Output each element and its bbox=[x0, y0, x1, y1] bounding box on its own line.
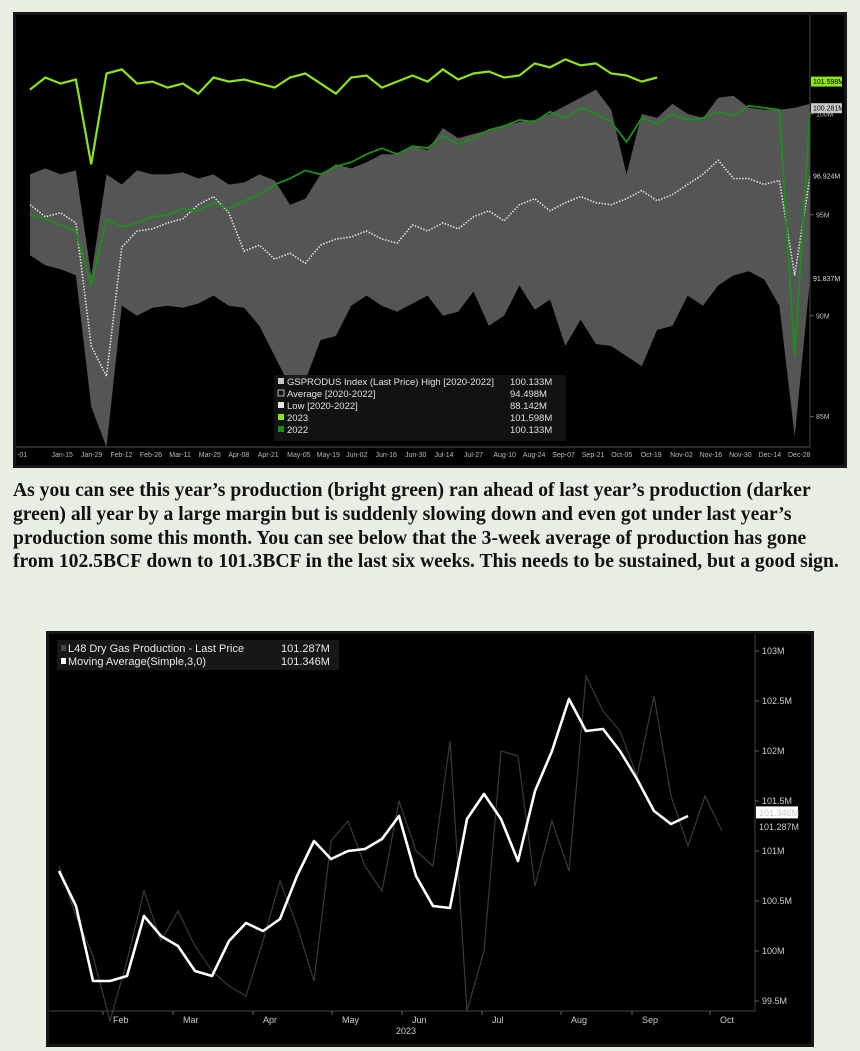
legend-swatch bbox=[61, 658, 66, 664]
x-tick-label: Feb-26 bbox=[140, 452, 162, 459]
x-tick-label: -01 bbox=[17, 452, 27, 459]
x-tick-label: Jun-30 bbox=[405, 452, 427, 459]
x-tick-label: Jul bbox=[492, 1015, 504, 1025]
x-tick-label: Jul-14 bbox=[434, 452, 453, 459]
value-tag bbox=[811, 103, 842, 114]
x-tick-label: Apr-21 bbox=[258, 452, 279, 459]
production-line bbox=[58, 673, 723, 1024]
x-tick-label: Feb bbox=[113, 1015, 129, 1025]
high-low-band bbox=[30, 89, 810, 447]
value-tag bbox=[756, 820, 798, 833]
legend-box bbox=[57, 640, 339, 670]
x-tick-label: Aug-10 bbox=[493, 452, 516, 459]
y-tick-label: 100.5M bbox=[762, 896, 792, 906]
value-tag-label: 101.346M bbox=[759, 808, 799, 818]
legend-value: 100.133M bbox=[510, 377, 552, 388]
x-tick-label: Mar bbox=[183, 1015, 199, 1025]
legend-label: GSPRODUS Index (Last Price) High [2020-2… bbox=[287, 377, 494, 388]
x-tick-label: Nov-16 bbox=[700, 452, 723, 459]
x-tick-label: Oct-05 bbox=[611, 452, 632, 459]
moving-average-line bbox=[57, 697, 689, 983]
x-tick-label: Dec-14 bbox=[759, 452, 782, 459]
value-tag bbox=[811, 76, 842, 87]
x-tick-label: Nov-30 bbox=[729, 452, 752, 459]
x-tick-label: May-05 bbox=[287, 452, 310, 459]
value-tag bbox=[756, 806, 798, 819]
x-tick-label: Sep bbox=[642, 1015, 658, 1025]
value-tag-label: 101.287M bbox=[759, 822, 799, 832]
legend-swatch bbox=[278, 378, 284, 384]
x-tick-label: Jun bbox=[412, 1015, 427, 1025]
legend-label: Low [2020-2022] bbox=[287, 401, 358, 412]
legend-label: L48 Dry Gas Production - Last Price bbox=[68, 643, 244, 655]
seasonal-production-chart: 85M 90M 95M 100M 101.598M 100.281M 96.924M 91.8… bbox=[13, 12, 847, 468]
x-tick-label: Apr bbox=[263, 1015, 277, 1025]
value-tag-label: 91.837M bbox=[813, 276, 840, 283]
x-tick-label: Feb-12 bbox=[110, 452, 132, 459]
value-tag-label: 96.924M bbox=[813, 173, 840, 180]
legend-label: Average [2020-2022] bbox=[287, 389, 376, 400]
legend-swatch bbox=[277, 389, 285, 397]
x-tick-label: Mar-11 bbox=[169, 452, 191, 459]
x-tick-label: Sep-07 bbox=[552, 452, 575, 459]
value-tag-label: 100.281M bbox=[813, 106, 844, 113]
legend-swatch bbox=[278, 402, 284, 408]
legend-box bbox=[274, 375, 566, 441]
x-tick-label: Jun-16 bbox=[376, 452, 398, 459]
y-tick-label: 99.5M bbox=[762, 996, 787, 1006]
y-tick-label: 103M bbox=[762, 646, 785, 656]
legend-swatch bbox=[61, 645, 66, 651]
x-tick-label: Nov-02 bbox=[670, 452, 693, 459]
value-tag bbox=[811, 170, 842, 181]
y-tick-label: 102.5M bbox=[762, 696, 792, 706]
legend-swatch bbox=[278, 414, 284, 420]
x-tick-label: Aug bbox=[571, 1015, 587, 1025]
x-tick-label: May bbox=[342, 1015, 360, 1025]
x-tick-label: Jan-15 bbox=[51, 452, 73, 459]
legend-value: 101.598M bbox=[510, 413, 552, 424]
x-tick-label: Jan-29 bbox=[81, 452, 103, 459]
legend-label: Moving Average(Simple,3,0) bbox=[68, 656, 206, 668]
y-tick-label: 102M bbox=[762, 746, 785, 756]
legend-swatch bbox=[278, 426, 284, 432]
legend-value: 101.346M bbox=[281, 656, 330, 668]
legend-value: 88.142M bbox=[510, 401, 547, 412]
x-tick-label: Aug-24 bbox=[523, 452, 546, 459]
series-2023-line bbox=[29, 58, 658, 165]
dry-gas-production-svg: 99.5M 100M 100.5M 101M 101.5M 102M 102.5M 103M 1… bbox=[49, 634, 799, 1036]
y-tick-label: 100M bbox=[816, 111, 834, 118]
series-2022-line bbox=[29, 104, 811, 357]
x-tick-label: Oct-19 bbox=[641, 452, 662, 459]
x-tick-label: Mar-25 bbox=[199, 452, 221, 459]
y-tick-label: 101M bbox=[762, 846, 785, 856]
dry-gas-production-chart: 99.5M 100M 100.5M 101M 101.5M 102M 102.5M 103M 1… bbox=[46, 631, 814, 1047]
caption-text: As you can see this year’s production (b… bbox=[13, 480, 839, 573]
x-tick-label: Sep-21 bbox=[582, 452, 605, 459]
y-tick-label: 101.5M bbox=[762, 796, 792, 806]
value-tag bbox=[811, 273, 842, 284]
legend-label: 2023 bbox=[287, 413, 308, 424]
value-tag-label: 101.598M bbox=[813, 79, 844, 86]
legend-value: 94.498M bbox=[510, 389, 547, 400]
x-tick-label: Jun-02 bbox=[346, 452, 368, 459]
x-tick-label: Dec-28 bbox=[788, 452, 811, 459]
y-tick-label: 85M bbox=[816, 414, 830, 421]
y-tick-label: 90M bbox=[816, 313, 830, 320]
x-tick-label: Oct bbox=[720, 1015, 735, 1025]
legend-value: 101.287M bbox=[281, 643, 330, 655]
x-tick-label: May-19 bbox=[317, 452, 340, 459]
seasonal-production-svg: 85M 90M 95M 100M 101.598M 100.281M 96.924M 91.8… bbox=[16, 15, 844, 459]
legend-label: 2022 bbox=[287, 425, 308, 436]
x-tick-label: Jul-27 bbox=[464, 452, 483, 459]
legend-value: 100.133M bbox=[510, 425, 552, 436]
x-tick-label: Apr-08 bbox=[228, 452, 249, 459]
average-line bbox=[29, 159, 811, 380]
y-tick-label: 100M bbox=[762, 946, 785, 956]
y-tick-label: 95M bbox=[816, 212, 830, 219]
x-year-label: 2023 bbox=[396, 1026, 416, 1036]
